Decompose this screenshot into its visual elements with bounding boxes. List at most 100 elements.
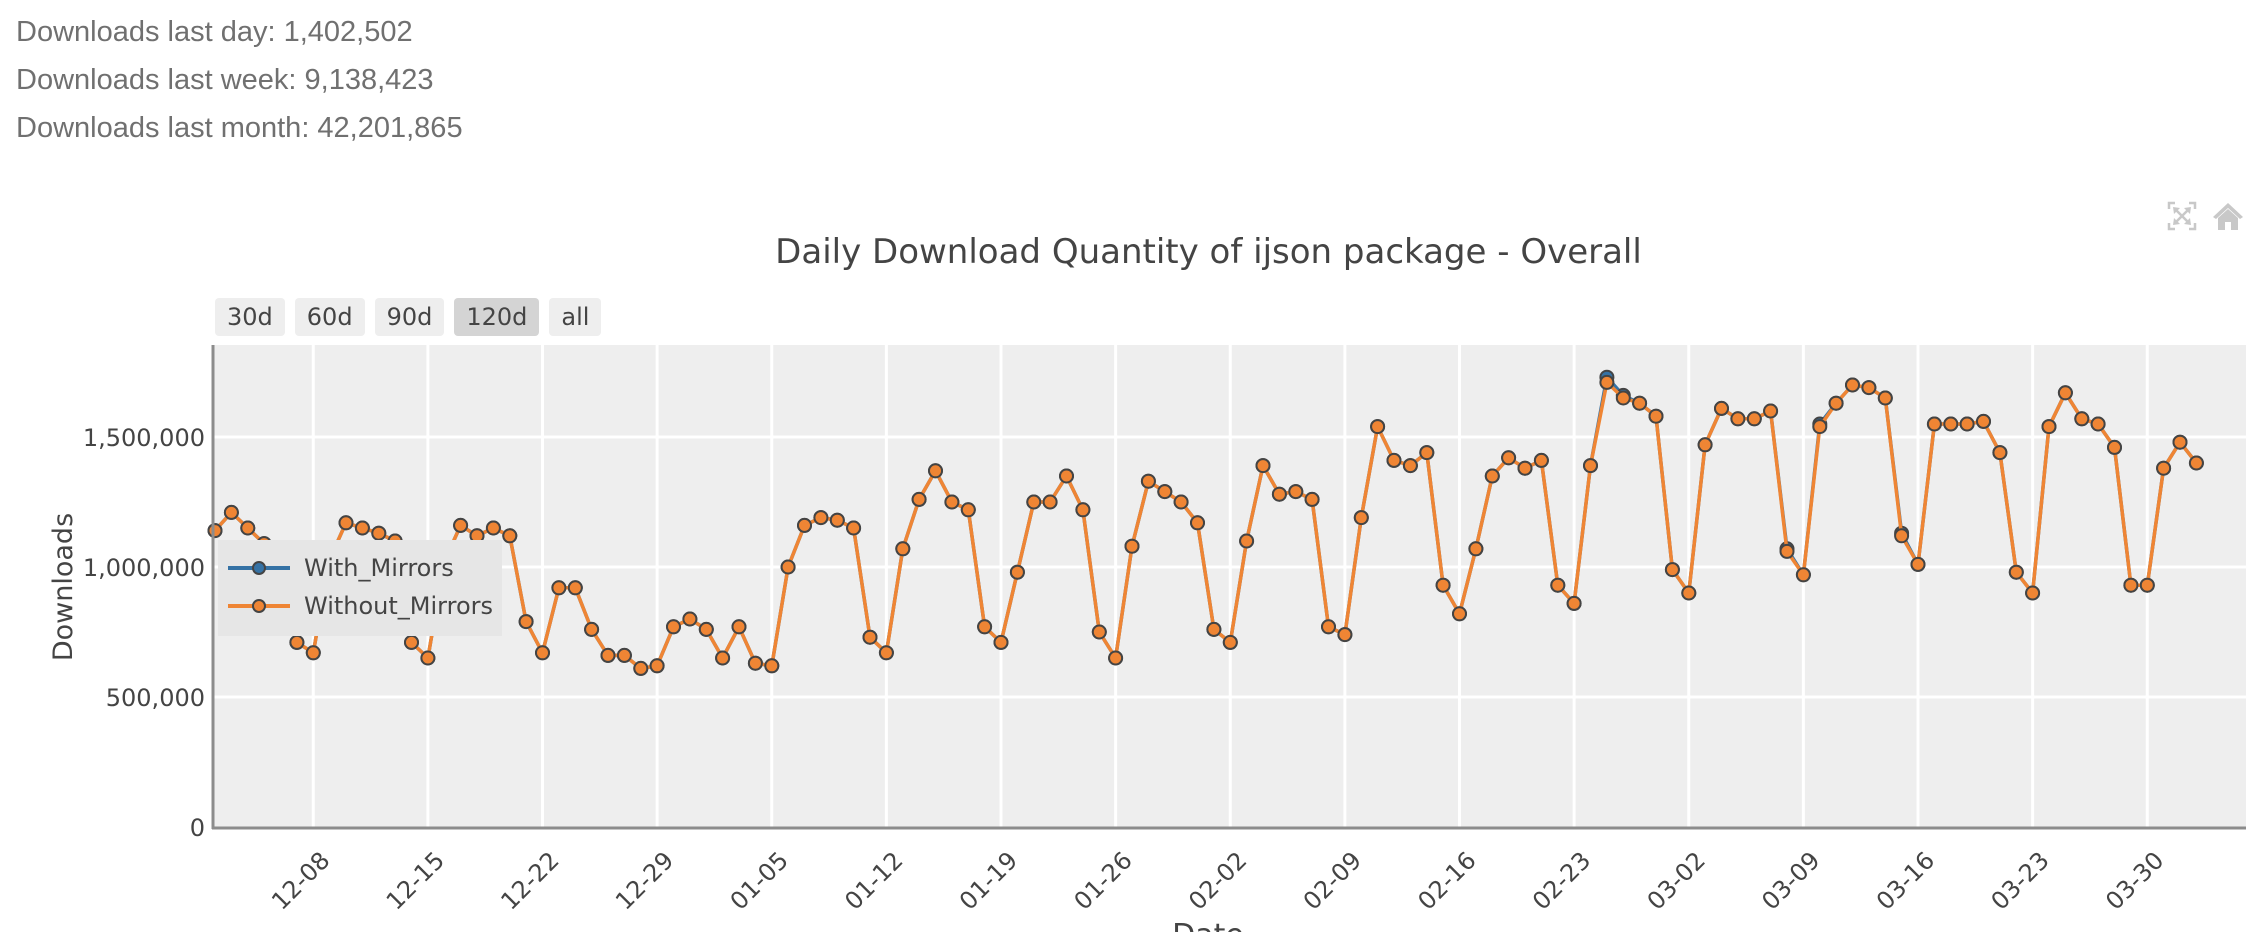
data-point[interactable]	[2139, 577, 2155, 593]
data-point[interactable]	[1795, 567, 1811, 583]
data-point[interactable]	[2074, 411, 2090, 427]
data-point[interactable]	[535, 645, 550, 661]
data-point[interactable]	[354, 520, 370, 536]
data-point[interactable]	[1255, 458, 1271, 474]
data-point[interactable]	[1124, 538, 1140, 554]
data-point[interactable]	[1615, 390, 1631, 406]
data-point[interactable]	[1632, 395, 1648, 411]
data-point[interactable]	[666, 619, 681, 635]
data-point[interactable]	[895, 541, 911, 557]
data-point[interactable]	[338, 515, 354, 531]
data-point[interactable]	[1583, 458, 1598, 474]
data-point[interactable]	[1075, 502, 1091, 518]
data-point[interactable]	[305, 645, 321, 661]
data-point[interactable]	[518, 614, 534, 630]
data-point[interactable]	[1288, 484, 1304, 500]
data-point[interactable]	[567, 580, 583, 596]
data-point[interactable]	[2172, 434, 2188, 450]
data-point[interactable]	[1468, 541, 1484, 557]
data-point[interactable]	[1271, 486, 1287, 502]
data-point[interactable]	[1828, 395, 1844, 411]
data-point[interactable]	[1435, 577, 1451, 593]
data-point[interactable]	[2025, 585, 2041, 601]
data-point[interactable]	[1861, 380, 1877, 396]
data-point[interactable]	[1943, 416, 1959, 432]
data-point[interactable]	[2057, 385, 2073, 401]
data-point[interactable]	[1140, 473, 1156, 489]
data-point[interactable]	[1959, 416, 1975, 432]
data-point[interactable]	[1190, 515, 1205, 531]
range-button-30d[interactable]: 30d	[215, 298, 285, 336]
data-point[interactable]	[633, 660, 649, 676]
data-point[interactable]	[1059, 468, 1074, 484]
data-point[interactable]	[1976, 413, 1991, 429]
data-point[interactable]	[2090, 416, 2106, 432]
data-point[interactable]	[1009, 564, 1025, 580]
data-point[interactable]	[485, 520, 501, 536]
data-point[interactable]	[1550, 577, 1566, 593]
data-point[interactable]	[207, 523, 223, 539]
data-point[interactable]	[1091, 624, 1107, 640]
data-point[interactable]	[1926, 416, 1942, 432]
data-point[interactable]	[1419, 445, 1435, 461]
data-point[interactable]	[2008, 564, 2024, 580]
data-point[interactable]	[1877, 390, 1893, 406]
data-point[interactable]	[1452, 606, 1467, 622]
data-point[interactable]	[1501, 450, 1517, 466]
data-point[interactable]	[862, 629, 878, 645]
data-point[interactable]	[682, 611, 698, 627]
data-point[interactable]	[813, 510, 829, 526]
data-point[interactable]	[1763, 403, 1779, 419]
legend-item-with-mirrors[interactable]: With_Mirrors	[228, 550, 454, 586]
data-point[interactable]	[1370, 419, 1386, 435]
data-point[interactable]	[846, 520, 862, 536]
data-point[interactable]	[1402, 458, 1418, 474]
data-point[interactable]	[420, 650, 436, 666]
data-point[interactable]	[453, 517, 469, 533]
data-point[interactable]	[649, 658, 665, 674]
data-point[interactable]	[1517, 460, 1533, 476]
data-point[interactable]	[1353, 510, 1369, 526]
data-point[interactable]	[1812, 419, 1828, 435]
data-point[interactable]	[1894, 528, 1910, 544]
data-point[interactable]	[289, 634, 305, 650]
data-point[interactable]	[223, 504, 239, 520]
data-point[interactable]	[1697, 437, 1713, 453]
data-point[interactable]	[1206, 621, 1222, 637]
data-point[interactable]	[1386, 452, 1402, 468]
data-point[interactable]	[715, 650, 731, 666]
data-point[interactable]	[2123, 577, 2139, 593]
data-point[interactable]	[1746, 411, 1762, 427]
data-point[interactable]	[2041, 419, 2057, 435]
range-button-all[interactable]: all	[549, 298, 602, 336]
data-point[interactable]	[1157, 484, 1173, 500]
legend-item-without-mirrors[interactable]: Without_Mirrors	[228, 588, 493, 624]
data-point[interactable]	[1681, 585, 1697, 601]
data-point[interactable]	[1304, 491, 1320, 507]
data-point[interactable]	[1222, 634, 1238, 650]
data-point[interactable]	[1992, 445, 2008, 461]
data-point[interactable]	[960, 502, 976, 518]
data-point[interactable]	[780, 559, 796, 575]
data-point[interactable]	[911, 491, 927, 507]
data-point[interactable]	[616, 647, 632, 663]
data-point[interactable]	[1173, 494, 1189, 510]
data-point[interactable]	[993, 634, 1009, 650]
data-point[interactable]	[944, 494, 960, 510]
data-point[interactable]	[977, 619, 993, 635]
data-point[interactable]	[1664, 562, 1680, 578]
data-point[interactable]	[747, 655, 763, 671]
reset-axes-button[interactable]	[2210, 198, 2246, 234]
data-point[interactable]	[2188, 455, 2204, 471]
data-point[interactable]	[551, 580, 567, 596]
data-point[interactable]	[1108, 650, 1124, 666]
data-point[interactable]	[1566, 595, 1582, 611]
data-point[interactable]	[698, 621, 714, 637]
data-point[interactable]	[1337, 627, 1353, 643]
data-point[interactable]	[1026, 494, 1042, 510]
data-point[interactable]	[797, 517, 812, 533]
data-point[interactable]	[1845, 377, 1860, 393]
data-point[interactable]	[2156, 460, 2172, 476]
data-point[interactable]	[2107, 439, 2122, 455]
data-point[interactable]	[1730, 411, 1746, 427]
